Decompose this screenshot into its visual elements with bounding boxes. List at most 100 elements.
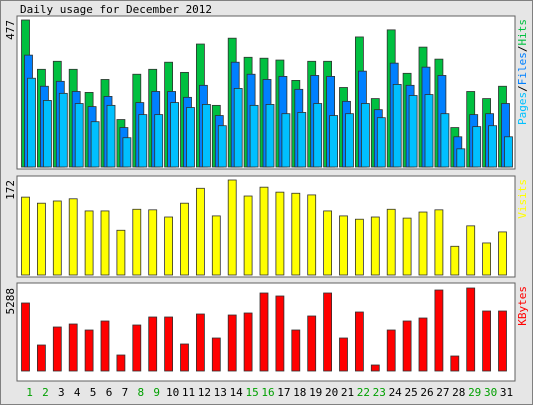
bar — [180, 343, 189, 372]
bar — [154, 114, 164, 168]
bar — [116, 229, 126, 276]
bar — [164, 316, 174, 372]
bar — [392, 84, 402, 168]
bar — [450, 245, 460, 276]
x-tick-label: 4 — [74, 386, 81, 399]
bar — [265, 104, 275, 168]
bar — [275, 191, 285, 276]
x-tick-label: 24 — [389, 386, 403, 399]
legend: Visits — [516, 179, 529, 219]
legend: KBytes — [516, 286, 529, 326]
x-tick-label: 9 — [153, 386, 160, 399]
bar — [90, 121, 100, 168]
bar — [291, 192, 301, 276]
x-tick-label: 17 — [277, 386, 290, 399]
bar — [370, 364, 380, 372]
bar — [386, 208, 396, 276]
legend-entry: Pages — [516, 92, 529, 125]
x-tick-label: 5 — [90, 386, 97, 399]
bar — [43, 100, 52, 168]
bar — [386, 329, 396, 372]
bar — [164, 216, 174, 276]
x-tick-label: 23 — [373, 386, 386, 399]
bar — [482, 310, 492, 372]
bar — [148, 316, 158, 372]
bar — [100, 320, 110, 372]
bar — [498, 231, 507, 276]
bar — [27, 77, 36, 168]
legend-entry: Visits — [516, 179, 529, 219]
bar — [456, 148, 466, 168]
bar — [233, 88, 243, 168]
x-tick-label: 11 — [182, 386, 195, 399]
bar — [504, 136, 513, 168]
bar — [354, 218, 364, 276]
bar — [466, 225, 476, 276]
bar — [482, 242, 492, 276]
legend-entry: Hits — [516, 19, 529, 46]
bar — [339, 215, 348, 276]
bar — [132, 208, 142, 276]
bar — [259, 292, 269, 372]
bar — [281, 113, 291, 168]
x-tick-label: 18 — [293, 386, 306, 399]
bar — [418, 211, 428, 276]
bar — [408, 95, 418, 168]
legend-separator: / — [516, 85, 529, 92]
bar — [472, 126, 482, 168]
bar — [323, 210, 333, 276]
bar — [201, 104, 211, 168]
x-tick-label: 7 — [122, 386, 129, 399]
bar — [227, 179, 237, 276]
bar — [434, 289, 444, 372]
x-tick-label: 19 — [309, 386, 322, 399]
bar — [21, 196, 30, 276]
bar — [52, 326, 62, 372]
bar — [402, 320, 412, 372]
bar — [249, 104, 259, 168]
x-tick-label: 31 — [500, 386, 513, 399]
x-tick-label: 1 — [26, 386, 33, 399]
bar — [186, 107, 195, 168]
x-tick-label: 3 — [58, 386, 65, 399]
bar — [180, 202, 189, 276]
legend: Pages/Files/Hits — [516, 19, 529, 125]
bar — [243, 312, 253, 372]
x-tick-label: 14 — [230, 386, 244, 399]
bar — [307, 315, 317, 372]
bar — [498, 310, 507, 372]
bar — [376, 117, 386, 168]
bar — [307, 194, 317, 276]
bar — [211, 337, 221, 372]
chart-title: Daily usage for December 2012 — [20, 3, 212, 16]
bar — [339, 337, 348, 372]
x-tick-label: 28 — [452, 386, 465, 399]
bar — [370, 216, 380, 276]
x-tick-label: 21 — [341, 386, 354, 399]
x-tick-label: 10 — [166, 386, 179, 399]
bar — [122, 137, 132, 168]
bar — [84, 329, 94, 372]
bar — [116, 354, 126, 372]
x-tick-label: 12 — [198, 386, 211, 399]
bar — [195, 313, 205, 372]
bar — [170, 102, 180, 168]
y-tick-label: 477 — [4, 20, 17, 40]
bar — [402, 217, 412, 276]
x-tick-label: 15 — [245, 386, 258, 399]
bar — [68, 198, 78, 276]
bar — [488, 125, 498, 168]
bar — [418, 317, 428, 372]
bar — [466, 287, 476, 372]
bar — [227, 314, 237, 372]
bar — [37, 344, 46, 372]
x-tick-label: 20 — [325, 386, 338, 399]
x-tick-label: 22 — [357, 386, 370, 399]
bar — [195, 187, 205, 276]
bar — [450, 355, 460, 372]
x-tick-label: 13 — [214, 386, 227, 399]
bar — [217, 125, 227, 168]
x-tick-label: 30 — [484, 386, 497, 399]
x-tick-label: 26 — [420, 386, 433, 399]
